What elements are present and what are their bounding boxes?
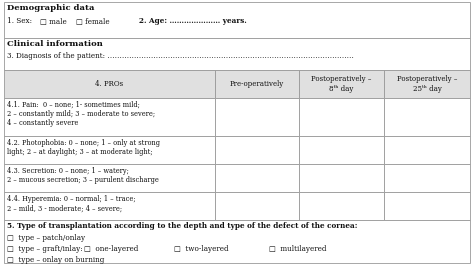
Bar	[215, 164, 299, 192]
Bar	[384, 98, 470, 136]
Bar	[299, 98, 384, 136]
Bar	[384, 192, 470, 220]
Bar	[299, 192, 384, 220]
Text: 2. Age: ………………… years.: 2. Age: ………………… years.	[139, 17, 247, 25]
Text: Pre-operatively: Pre-operatively	[229, 80, 284, 88]
Bar	[4, 38, 470, 70]
Text: Clinical information: Clinical information	[7, 40, 103, 48]
Text: □  type – onlay on burning: □ type – onlay on burning	[7, 256, 104, 264]
Bar	[4, 220, 470, 263]
Text: □  type – patch/onlay: □ type – patch/onlay	[7, 234, 85, 242]
Text: □  two-layered: □ two-layered	[174, 245, 228, 253]
Text: □  multilayered: □ multilayered	[269, 245, 327, 253]
Bar	[384, 70, 470, 98]
Text: Demographic data: Demographic data	[7, 4, 94, 12]
Bar	[299, 164, 384, 192]
Bar	[4, 2, 470, 38]
Bar	[215, 136, 299, 164]
Text: □ female: □ female	[76, 17, 109, 25]
Bar	[4, 70, 215, 98]
Text: 5. Type of transplantation according to the depth and type of the defect of the : 5. Type of transplantation according to …	[7, 222, 357, 230]
Text: 3. Diagnosis of the patient: …………………………………………………………………………………………: 3. Diagnosis of the patient: ………………………………	[7, 52, 354, 60]
Text: □ male: □ male	[40, 17, 67, 25]
Text: Postoperatively –
25ᵗʰ day: Postoperatively – 25ᵗʰ day	[397, 76, 457, 92]
Text: 4.3. Secretion: 0 – none; 1 – watery;
2 – mucous secretion; 3 – purulent dischar: 4.3. Secretion: 0 – none; 1 – watery; 2 …	[7, 167, 159, 184]
Text: Postoperatively –
8ᵗʰ day: Postoperatively – 8ᵗʰ day	[311, 76, 372, 92]
Text: 1. Sex:: 1. Sex:	[7, 17, 32, 25]
Text: 4.2. Photophobia: 0 – none; 1 – only at strong
light; 2 – at daylight; 3 – at mo: 4.2. Photophobia: 0 – none; 1 – only at …	[7, 139, 160, 156]
Bar	[299, 70, 384, 98]
Text: 4. PROs: 4. PROs	[95, 80, 123, 88]
Text: □  type – graft/inlay:: □ type – graft/inlay:	[7, 245, 83, 253]
Bar	[4, 164, 215, 192]
Text: 4.4. Hyperemia: 0 – normal; 1 – trace;
2 – mild, 3 - moderate; 4 – severe;: 4.4. Hyperemia: 0 – normal; 1 – trace; 2…	[7, 195, 136, 212]
Bar	[4, 98, 215, 136]
Bar	[384, 164, 470, 192]
Bar	[215, 192, 299, 220]
Bar	[4, 136, 215, 164]
Bar	[299, 136, 384, 164]
Bar	[4, 192, 215, 220]
Text: □  one-layered: □ one-layered	[84, 245, 138, 253]
Bar	[215, 70, 299, 98]
Bar	[215, 98, 299, 136]
Text: 4.1. Pain:  0 – none; 1- sometimes mild;
2 – constantly mild; 3 – moderate to se: 4.1. Pain: 0 – none; 1- sometimes mild; …	[7, 101, 155, 127]
Bar	[384, 136, 470, 164]
